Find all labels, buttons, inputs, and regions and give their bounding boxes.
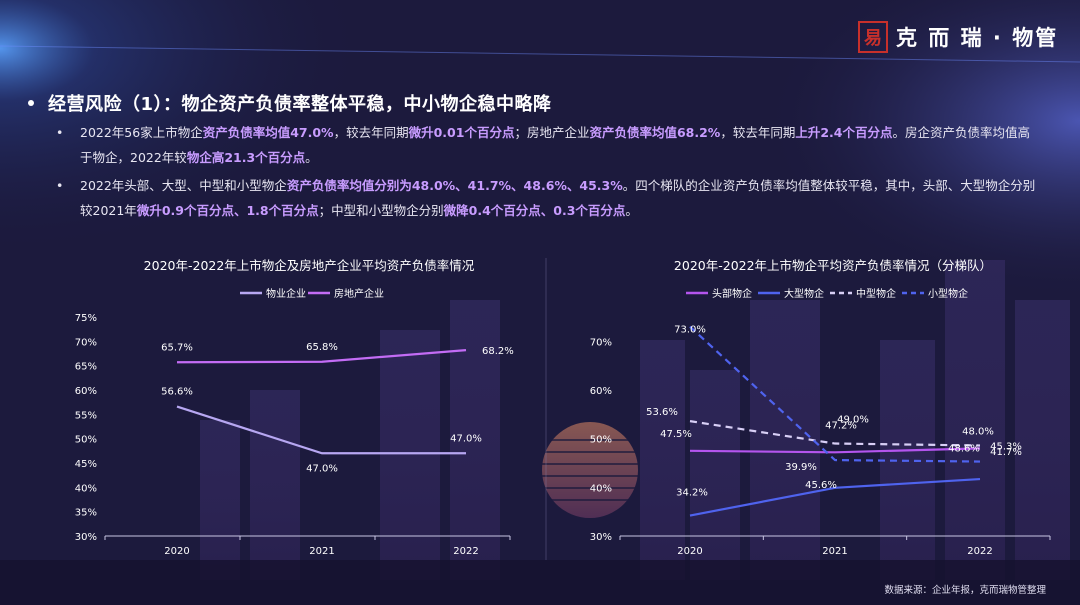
highlight-text: 物企高21.3个百分点 [186, 150, 306, 165]
y-tick-label: 60% [75, 386, 97, 397]
data-label: 68.2% [482, 346, 514, 357]
y-tick-label: 40% [75, 483, 97, 494]
highlight-text: 资产负债率均值分别为48.0%、41.7%、48.6%、45.3% [286, 178, 623, 193]
y-tick-label: 70% [590, 337, 612, 348]
series-line [689, 477, 981, 517]
title-bullet-icon [28, 100, 34, 106]
bullet-text: 。房企资产负债率均值高于物企，2022年较 [80, 125, 1031, 165]
bullet-text: 。 [305, 150, 318, 165]
data-label: 47.5% [660, 429, 692, 440]
chart-title: 2020年-2022年上市物企及房地产企业平均资产负债率情况 [144, 258, 475, 273]
bullet-text: 2022年头部、大型、中型和小型物企 [80, 178, 287, 193]
series-line [176, 348, 467, 364]
bullet-text: 。 [625, 203, 638, 218]
bullet-text: ；中型和小型物企分别 [318, 203, 444, 218]
y-tick-label: 30% [75, 532, 97, 543]
y-tick-label: 65% [75, 362, 97, 373]
y-tick-label: 55% [75, 410, 97, 421]
data-label: 47.2% [825, 420, 857, 431]
bullet-text: ，较去年同期 [720, 125, 796, 140]
bullet-2: 2022年头部、大型、中型和小型物企资产负债率均值分别为48.0%、41.7%、… [56, 173, 1036, 223]
x-tick-label: 2021 [822, 546, 847, 557]
y-tick-label: 50% [75, 435, 97, 446]
x-tick-label: 2020 [677, 546, 702, 557]
bullet-text: 。四个梯队的企业资产负债率均值整体较平稳，其中，头部、大型物企分别较2021年 [80, 178, 1036, 218]
highlight-text: 上升2.4个百分点 [795, 125, 893, 140]
brand-name: 克 而 瑞 · 物管 [896, 26, 1059, 50]
data-label: 53.6% [646, 407, 678, 418]
y-tick-label: 35% [75, 508, 97, 519]
legend-label: 房地产企业 [334, 287, 384, 300]
legend-label: 头部物企 [712, 287, 752, 300]
x-tick-label: 2022 [967, 546, 992, 557]
legend-label: 物业企业 [266, 287, 306, 300]
page-title: 经营风险（1）：物企资产负债率整体平稳，中小物企稳中略降 [48, 94, 552, 115]
bullet-list: 2022年56家上市物企资产负债率均值47.0%，较去年同期微升0.01个百分点… [56, 120, 1036, 226]
data-label: 65.7% [161, 342, 193, 353]
y-tick-label: 75% [75, 313, 97, 324]
bullet-text: ；房地产企业 [514, 125, 590, 140]
x-tick-label: 2020 [164, 546, 189, 557]
data-label: 47.0% [450, 433, 482, 444]
legend-label: 中型物企 [856, 287, 896, 300]
y-tick-label: 30% [590, 532, 612, 543]
data-label: 65.8% [306, 342, 338, 353]
y-tick-label: 60% [590, 386, 612, 397]
y-tick-label: 50% [590, 435, 612, 446]
highlight-text: 微降0.4个百分点、0.3个百分点 [443, 203, 626, 218]
highlight-text: 资产负债率均值47.0% [202, 125, 334, 140]
bullet-text: ，较去年同期 [333, 125, 409, 140]
x-tick-label: 2021 [309, 546, 334, 557]
series-line [689, 447, 981, 454]
data-label: 48.6% [948, 443, 980, 454]
chart-title: 2020年-2022年上市物企平均资产负债率情况（分梯队） [674, 258, 992, 273]
bullet-1: 2022年56家上市物企资产负债率均值47.0%，较去年同期微升0.01个百分点… [56, 120, 1036, 170]
data-label: 73.0% [674, 325, 706, 336]
bullet-text: 2022年56家上市物企 [80, 125, 203, 140]
data-label: 48.0% [962, 426, 994, 437]
highlight-text: 微升0.9个百分点、1.8个百分点 [136, 203, 319, 218]
data-label: 49.0% [837, 415, 869, 426]
series-line [689, 325, 981, 463]
series-line [176, 405, 466, 455]
series-line [689, 420, 981, 447]
data-label: 39.9% [785, 462, 817, 473]
y-tick-label: 70% [75, 337, 97, 348]
title-row: 经营风险（1）：物企资产负债率整体平稳，中小物企稳中略降 [28, 90, 552, 116]
highlight-text: 资产负债率均值68.2% [589, 125, 721, 140]
seal-icon: 易 [858, 21, 888, 53]
brand-logo: 易 克 而 瑞 · 物管 [858, 20, 1058, 54]
x-tick-label: 2022 [453, 546, 478, 557]
data-label: 45.3% [990, 442, 1022, 453]
highlight-text: 微升0.01个百分点 [408, 125, 515, 140]
data-label: 34.2% [676, 488, 708, 499]
data-label: 56.6% [161, 387, 193, 398]
y-tick-label: 45% [75, 459, 97, 470]
data-label: 45.6% [805, 480, 837, 491]
legend-label: 大型物企 [784, 287, 824, 300]
legend-label: 小型物企 [928, 287, 968, 300]
data-source-note: 数据来源：企业年报，克而瑞物管整理 [884, 585, 1046, 596]
y-tick-label: 40% [590, 483, 612, 494]
data-label: 41.7% [990, 447, 1022, 458]
data-label: 47.0% [306, 463, 338, 474]
chart-tiers: 2020年-2022年上市物企平均资产负债率情况（分梯队） 头部物企 大型物企 中型物… [590, 258, 1051, 557]
